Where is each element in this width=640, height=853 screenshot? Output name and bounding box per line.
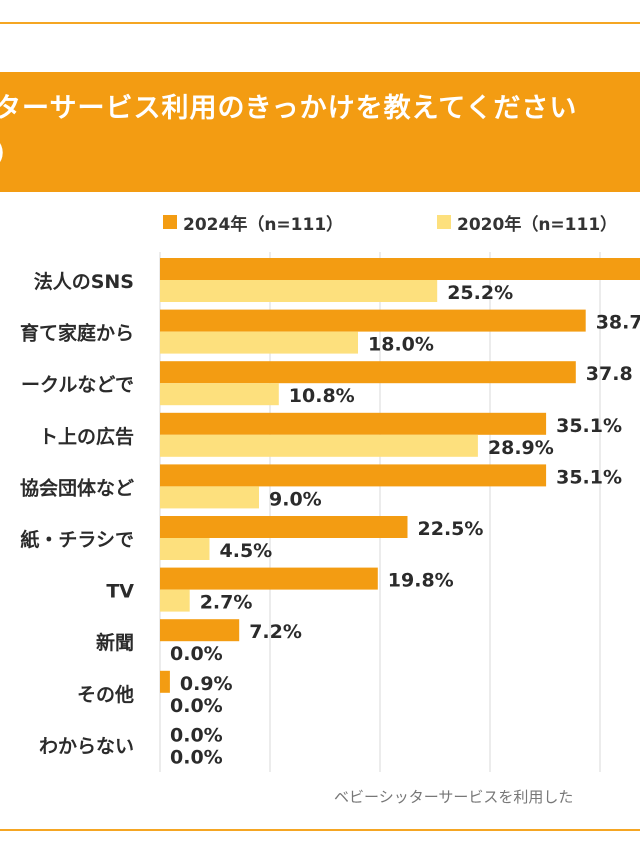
legend-label-2024: 2024年（n=111） [183,214,344,235]
data-label-2024: 0.9% [180,673,233,695]
bar-2024 [160,309,586,332]
bar-2020 [160,589,190,612]
category-label: ークルなどで [21,374,134,396]
bar-2024 [160,619,240,642]
data-label-2020: 10.8% [289,385,355,407]
data-label-2024: 22.5% [418,518,484,540]
bar-2024 [160,361,576,384]
category-label: 協会団体など [20,476,134,499]
bar-2024 [160,464,547,487]
data-label-2024: 0.0% [170,724,223,746]
data-label-2024: 38.7 [596,312,640,334]
bar-2024 [160,567,378,590]
legend-item-2020: 2020年（n=111） [437,211,618,235]
bar-2024 [160,412,547,435]
data-label-2020: 4.5% [220,540,273,562]
data-label-2024: 35.1% [556,415,622,437]
category-label: 法人のSNS [34,270,134,293]
data-label-2020: 0.0% [170,643,223,665]
bar-2020 [160,434,478,457]
category-label: 育て家庭から [20,322,134,345]
category-label: わからない [39,735,134,757]
data-label-2020: 0.0% [170,746,223,768]
legend-item-2024: 2024年（n=111） [163,211,344,235]
data-label-2024: 37.8 [586,363,633,385]
legend-label-2020: 2020年（n=111） [457,214,618,235]
bar-2024 [160,516,408,538]
category-label: 新聞 [96,631,134,654]
title-banner: ターサービス利用のきっかけを教えてください ） [0,72,640,192]
data-label-2024: 35.1% [556,466,622,488]
data-label-2020: 25.2% [447,282,513,304]
chart-title: ターサービス利用のきっかけを教えてください [0,93,578,124]
data-label-2020: 18.0% [368,334,434,356]
bar-2020 [160,331,358,354]
bar-2020 [160,538,210,560]
data-label-2020: 9.0% [269,488,322,510]
bar-2020 [160,383,279,406]
bar-2020 [160,486,259,509]
bar-2020 [160,280,438,302]
category-label: 紙・チラシで [20,528,134,551]
data-label-2024: 7.2% [249,621,302,643]
category-label: TV [106,581,134,603]
top-rule [0,22,640,24]
legend-swatch-2024 [163,215,177,229]
bottom-rule [0,829,640,831]
data-label-2020: 0.0% [170,695,223,717]
category-label: その他 [77,683,134,706]
data-label-2020: 2.7% [200,592,253,614]
legend-swatch-2020 [437,215,451,229]
bar-2024 [160,258,640,280]
category-label: ト上の広告 [39,425,134,448]
chart-title-continued: ） [0,132,22,171]
data-label-2024: 19.8% [388,570,454,592]
data-label-2020: 28.9% [488,437,554,459]
bar-2024 [160,670,170,693]
footnote: ベビーシッターサービスを利用した [334,788,574,806]
